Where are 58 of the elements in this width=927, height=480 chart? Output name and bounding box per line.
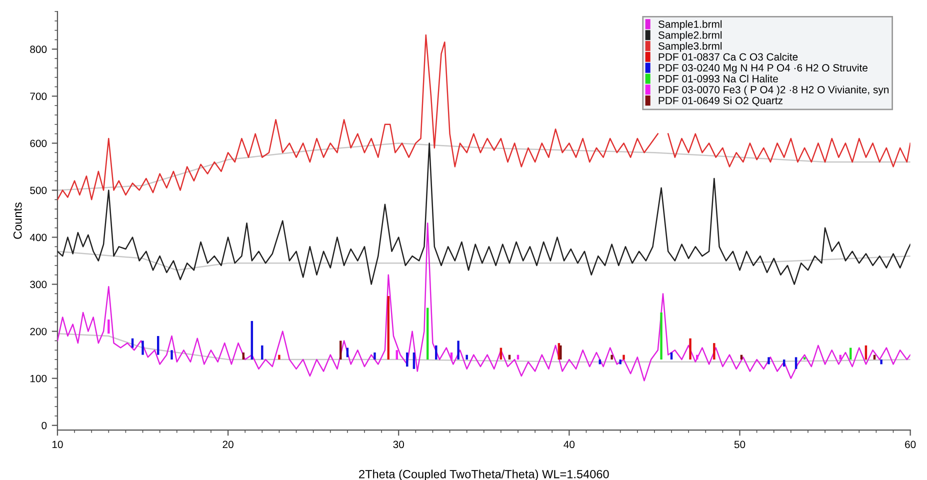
legend-label: PDF 01-0993 Na Cl Halite [658, 74, 778, 82]
bar [157, 336, 160, 355]
y-tick-label: 200 [30, 328, 47, 336]
y-tick-label: 500 [30, 186, 47, 194]
legend-label: Sample1.brml [658, 20, 722, 30]
line-series [57, 333, 910, 363]
bar [250, 320, 254, 360]
legend-label: Sample2.brml [658, 31, 722, 41]
y-tick-label: 400 [30, 234, 47, 242]
y-tick-label: 800 [30, 46, 47, 54]
bar [660, 312, 662, 360]
bar [278, 354, 280, 360]
bar [426, 308, 429, 360]
bar [610, 354, 613, 360]
bar [131, 338, 134, 348]
bar [457, 340, 460, 360]
y-tick-label: 100 [30, 374, 47, 382]
line-series [57, 250, 910, 271]
y-tick-label: 0 [42, 422, 47, 430]
bar [713, 343, 716, 360]
x-tick-label: 30 [393, 440, 404, 448]
bar [619, 360, 622, 364]
bar [803, 357, 806, 360]
y-tick-label: 600 [30, 140, 47, 148]
bar [768, 357, 770, 364]
legend-label: Sample3.brml [658, 42, 722, 52]
y-tick-label: 700 [30, 92, 47, 100]
bar [108, 320, 110, 334]
bar [340, 340, 342, 360]
y-tick-label: 300 [30, 280, 47, 288]
bar [435, 345, 438, 360]
bar [374, 352, 376, 360]
y-axis-title: Counts [13, 202, 22, 239]
bar [880, 360, 882, 364]
bar [387, 296, 390, 360]
legend-label: PDF 03-0240 Mg N H4 P O4 ·6 H2 O Struvite [658, 64, 868, 74]
line-series [57, 142, 910, 191]
bar [170, 350, 173, 360]
line-series [57, 222, 910, 382]
x-tick-label: 40 [564, 440, 575, 448]
bar [261, 345, 264, 360]
bar [622, 354, 625, 360]
bar [142, 340, 144, 355]
bar [396, 350, 398, 360]
x-tick-label: 20 [222, 440, 234, 448]
bar [406, 352, 408, 367]
x-tick-label: 10 [52, 440, 63, 448]
bar [689, 338, 692, 360]
legend-label: PDF 03-0070 Fe3 ( P O4 )2 ·8 H2 O Vivianite, syn [658, 86, 889, 96]
bar [466, 354, 468, 360]
bar [412, 352, 416, 369]
line-series [57, 142, 910, 285]
x-tick-label: 60 [905, 440, 916, 448]
x-tick-label: 50 [734, 440, 746, 448]
legend-label: PDF 01-0649 Si O2 Quartz [658, 96, 783, 106]
bar [794, 357, 798, 369]
bar [864, 345, 868, 360]
legend-label: PDF 01-0837 Ca C O3 Calcite [658, 52, 798, 61]
